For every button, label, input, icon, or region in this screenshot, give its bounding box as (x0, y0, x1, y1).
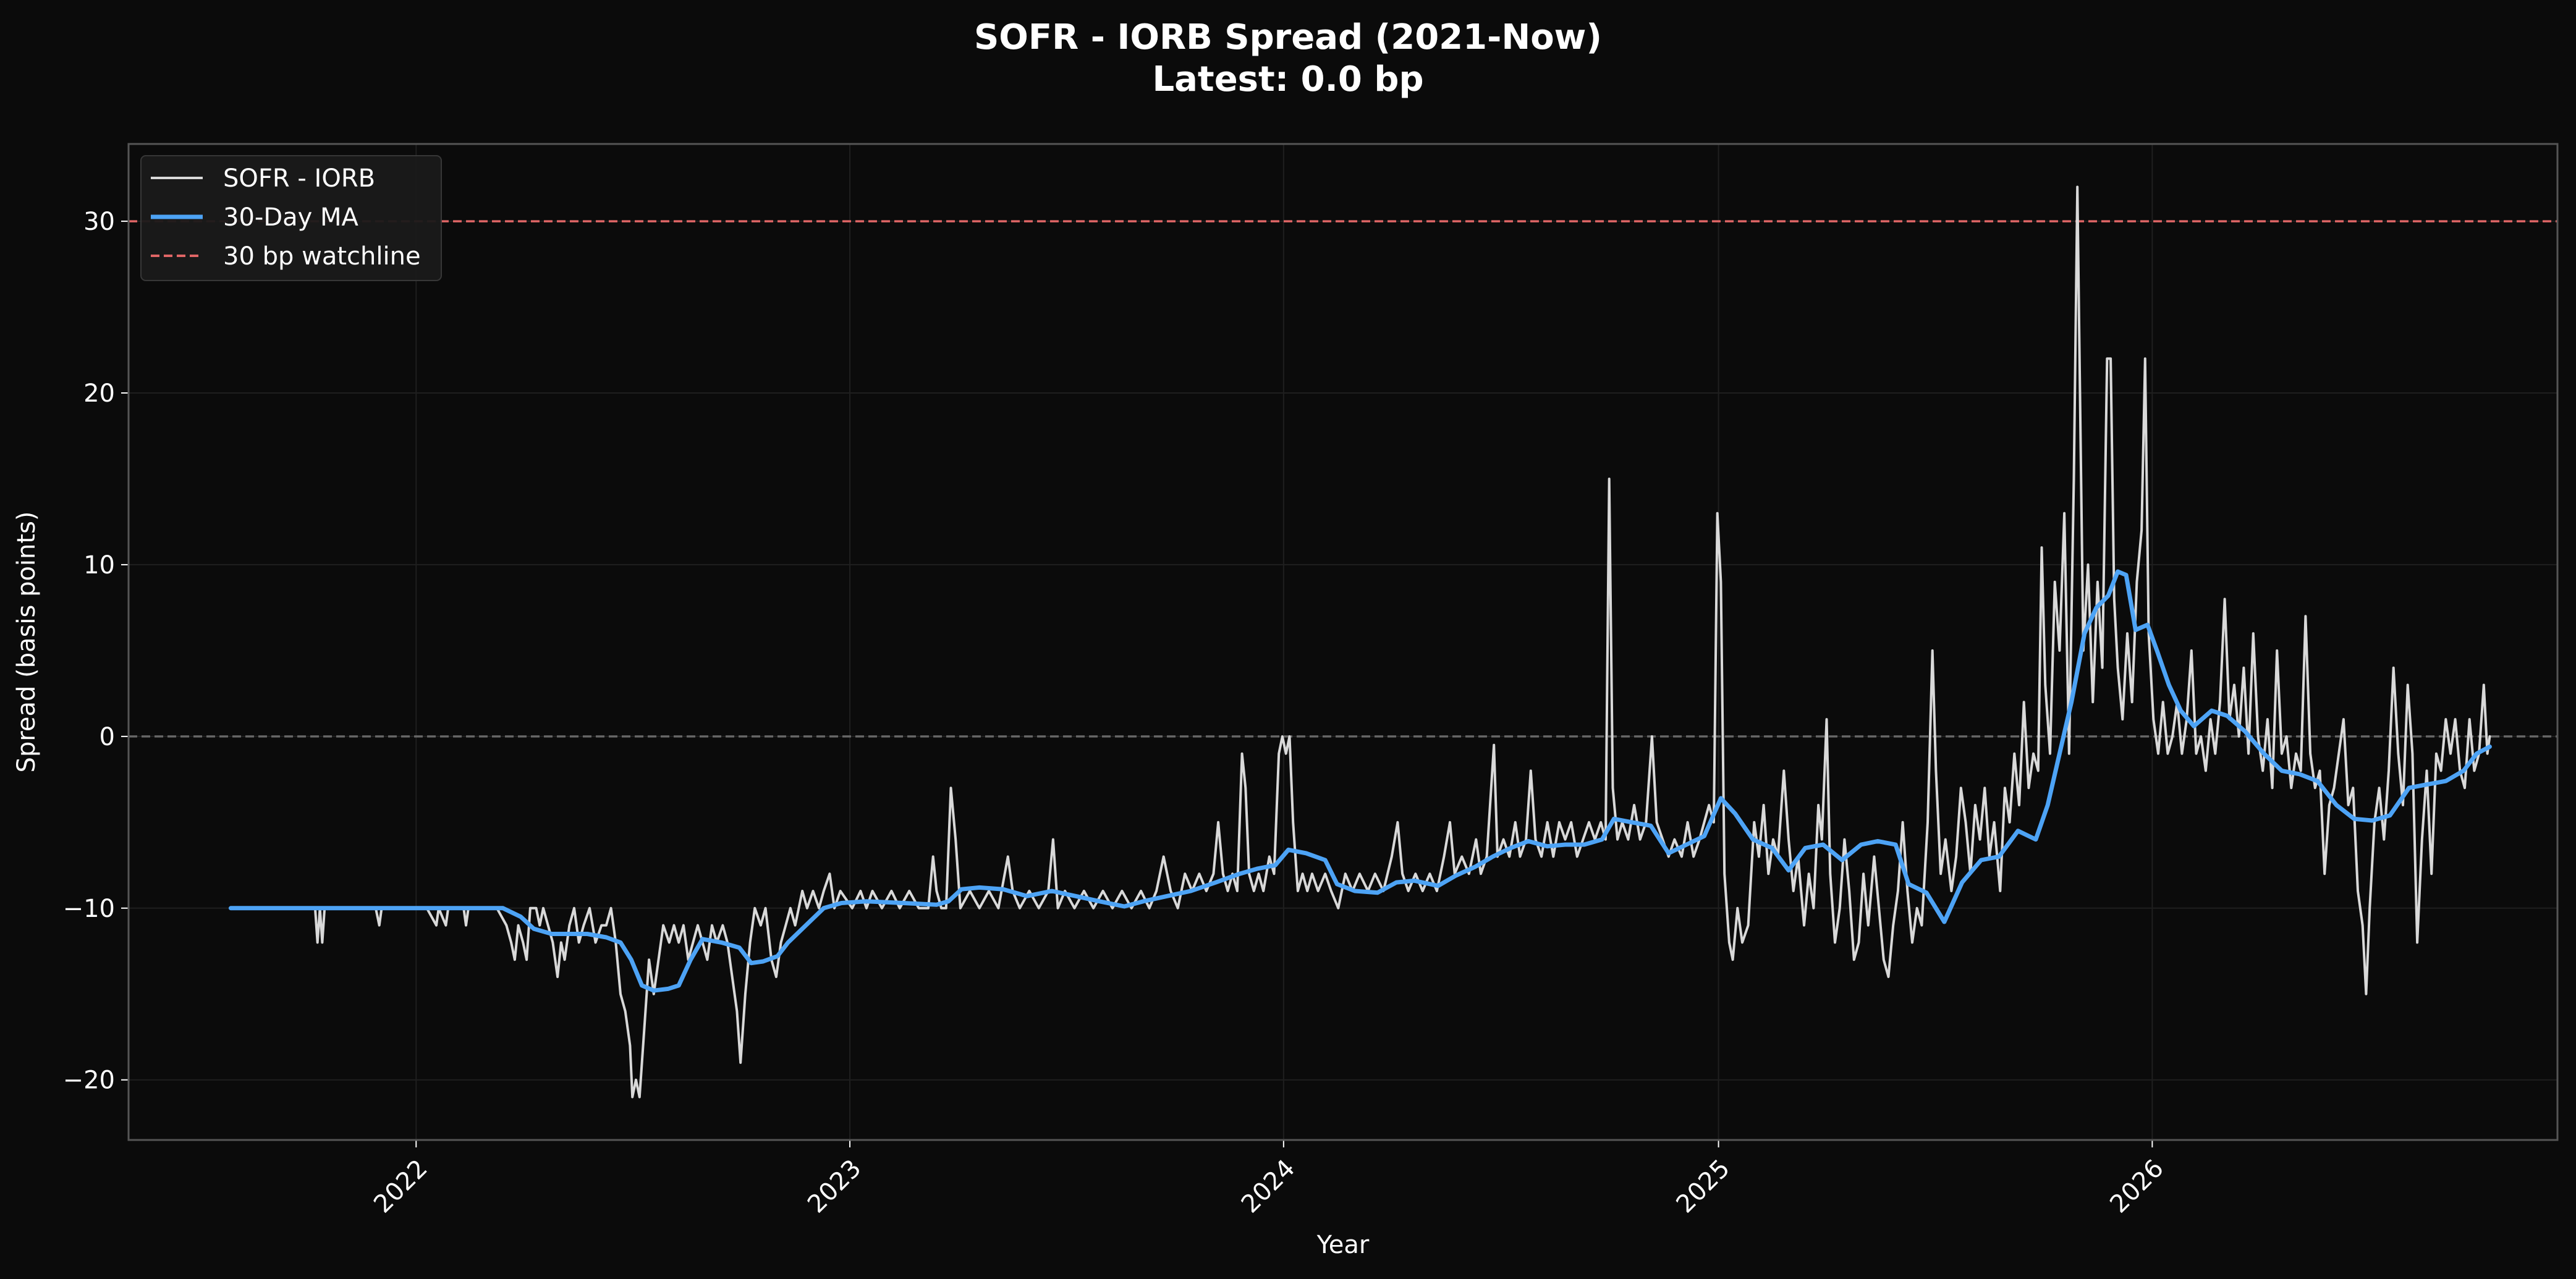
chart-title: SOFR - IORB Spread (2021-Now) (973, 17, 1603, 57)
x-axis-label: Year (1316, 1231, 1370, 1259)
plot-area (129, 144, 2557, 1140)
y-tick-label: 20 (83, 379, 115, 408)
axes-frame (127, 143, 2559, 1141)
legend-box (140, 155, 442, 281)
legend-label: 30-Day MA (223, 203, 359, 232)
y-axis-label: Spread (basis points) (12, 511, 41, 772)
y-tick-label: 0 (100, 723, 115, 751)
x-tick-label: 2023 (802, 1154, 867, 1219)
y-tick-label: −20 (63, 1066, 115, 1095)
y-tick-label: 30 (83, 208, 115, 236)
legend-label: SOFR - IORB (223, 164, 375, 193)
series-line-sofr-iorb (229, 185, 2491, 1099)
x-tick-label: 2022 (368, 1154, 433, 1219)
legend-label: 30 bp watchline (223, 242, 421, 271)
chart-subtitle: Latest: 0.0 bp (1152, 59, 1424, 99)
x-tick-label: 2026 (2104, 1154, 2169, 1219)
x-tick-label: 2024 (1236, 1154, 1301, 1219)
y-tick-label: −10 (63, 895, 115, 923)
series-line-30day-ma (228, 569, 2492, 993)
y-tick-label: 10 (83, 551, 115, 580)
x-tick-label: 2025 (1671, 1154, 1735, 1219)
